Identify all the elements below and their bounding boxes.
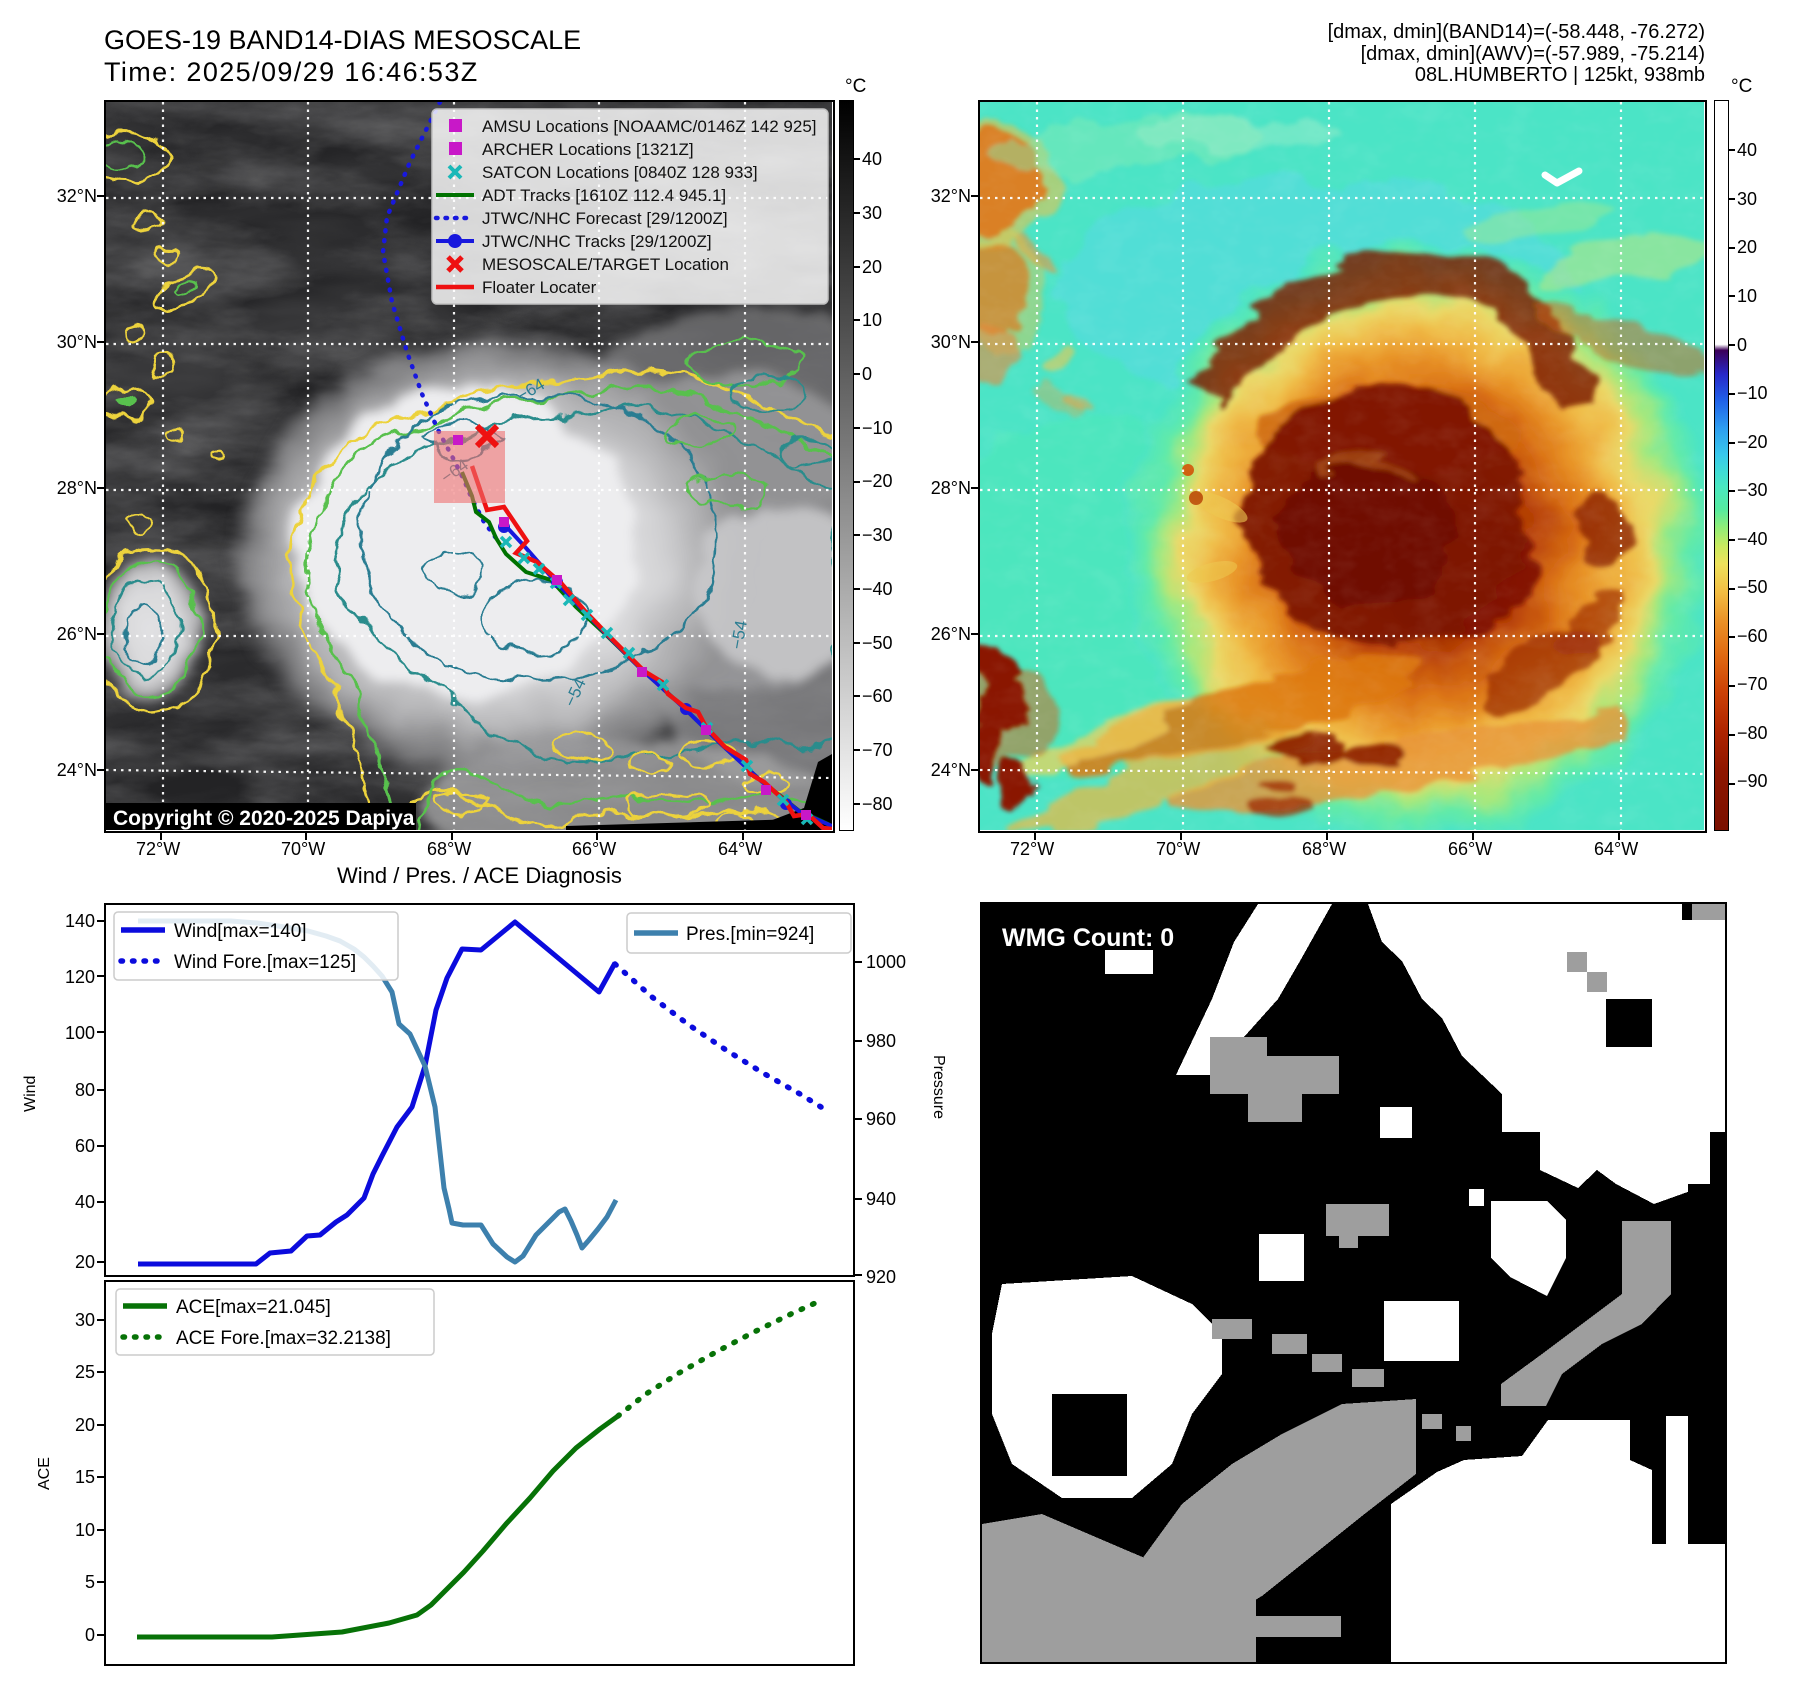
svg-text:AMSU Locations [NOAAMC/0146Z 1: AMSU Locations [NOAAMC/0146Z 142 925] (482, 117, 817, 136)
svg-text:ACE Fore.[max=32.2138]: ACE Fore.[max=32.2138] (176, 1328, 391, 1349)
svg-text:MESOSCALE/TARGET Location: MESOSCALE/TARGET Location (482, 255, 729, 274)
svg-text:ARCHER Locations [1321Z]: ARCHER Locations [1321Z] (482, 140, 694, 159)
svg-text:ACE[max=21.045]: ACE[max=21.045] (176, 1297, 331, 1318)
svg-text:WMG Count: 0: WMG Count: 0 (1002, 924, 1174, 952)
svg-text:ADT Tracks [1610Z 112.4 945.1]: ADT Tracks [1610Z 112.4 945.1] (482, 186, 726, 205)
svg-text:Floater Locater: Floater Locater (482, 278, 597, 297)
svg-text:Wind[max=140]: Wind[max=140] (174, 921, 307, 942)
svg-text:SATCON Locations [0840Z 128 93: SATCON Locations [0840Z 128 933] (482, 163, 758, 182)
svg-text:Wind Fore.[max=125]: Wind Fore.[max=125] (174, 952, 356, 973)
svg-text:Pres.[min=924]: Pres.[min=924] (686, 924, 814, 945)
svg-text:Copyright © 2020-2025 Dapiya: Copyright © 2020-2025 Dapiya (113, 807, 415, 830)
svg-text:JTWC/NHC Forecast [29/1200Z]: JTWC/NHC Forecast [29/1200Z] (482, 209, 728, 228)
svg-text:−54: −54 (727, 619, 751, 651)
svg-text:JTWC/NHC Tracks [29/1200Z]: JTWC/NHC Tracks [29/1200Z] (482, 232, 712, 251)
